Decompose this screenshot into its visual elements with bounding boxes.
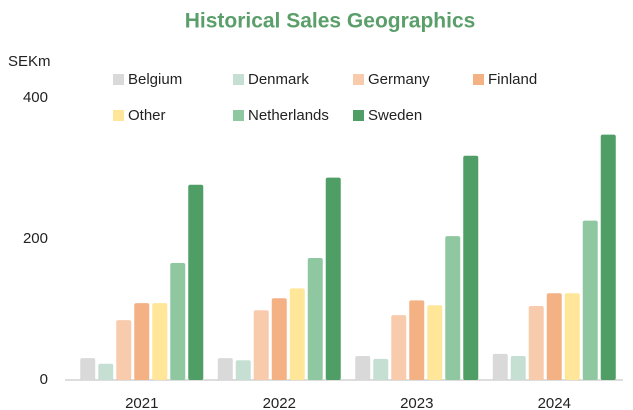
legend-swatch [233,74,244,85]
legend-swatch [353,74,364,85]
bar [600,134,616,380]
legend-label: Sweden [368,107,422,124]
x-tick-label: 2022 [263,395,296,410]
bar [134,303,150,380]
bar [528,305,544,380]
y-tick-label: 0 [40,371,48,388]
bar [170,262,186,380]
legend-label: Belgium [128,71,182,88]
y-axis-label: SEKm [8,53,51,70]
bar [116,320,132,380]
bar [325,177,341,380]
bar [492,353,508,380]
bar [253,310,269,380]
bar [546,293,562,380]
bar [409,300,425,380]
bar [391,315,407,380]
bar [98,363,114,380]
bar [80,358,96,380]
bar [373,358,389,380]
x-tick-label: 2024 [538,395,571,410]
y-tick-label: 200 [23,230,48,247]
bar [188,184,204,380]
x-tick-label: 2021 [125,395,158,410]
y-tick-label: 400 [23,89,48,106]
bar [510,356,526,380]
legend-swatch [113,74,124,85]
legend-label: Denmark [248,71,309,88]
legend-swatch [353,110,364,121]
chart-title: Historical Sales Geographics [185,10,476,33]
legend-label: Other [128,107,166,124]
legend-label: Netherlands [248,107,329,124]
bar [463,155,479,380]
bar [427,305,443,380]
bar [582,220,598,380]
bar [445,236,461,380]
bar [152,303,168,380]
legend-label: Finland [488,71,537,88]
legend-label: Germany [368,71,430,88]
legend-swatch [233,110,244,121]
x-tick-label: 2023 [400,395,433,410]
bar [307,258,323,380]
bar [564,293,580,380]
bar [271,298,287,380]
bar [289,288,305,380]
bar [217,358,233,380]
bar [235,360,251,380]
legend-swatch [113,110,124,121]
legend-swatch [473,74,484,85]
bar [355,356,371,380]
